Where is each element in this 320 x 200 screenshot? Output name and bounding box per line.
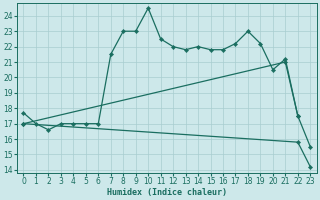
X-axis label: Humidex (Indice chaleur): Humidex (Indice chaleur)	[107, 188, 227, 197]
